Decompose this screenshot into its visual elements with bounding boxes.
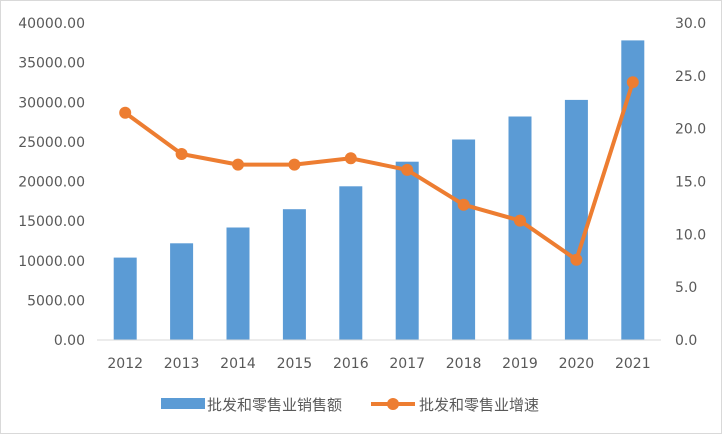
growth-point-2015 bbox=[288, 158, 301, 171]
x-axis-tick-label: 2013 bbox=[164, 356, 200, 372]
left-axis-tick-label: 30000.00 bbox=[18, 95, 85, 111]
right-axis-tick-label: 5.0 bbox=[675, 280, 697, 296]
x-axis-tick-label: 2020 bbox=[559, 356, 595, 372]
right-axis-tick-label: 15.0 bbox=[675, 175, 706, 191]
bar-2021 bbox=[621, 40, 645, 341]
growth-point-2017 bbox=[401, 163, 414, 176]
bar-2020 bbox=[564, 99, 588, 341]
line-layer bbox=[119, 76, 639, 266]
bar-2014 bbox=[226, 227, 250, 340]
growth-point-2016 bbox=[344, 152, 357, 165]
x-axis-tick-label: 2015 bbox=[277, 356, 313, 372]
left-axis-tick-label: 5000.00 bbox=[27, 293, 85, 309]
legend-swatch-growth-marker bbox=[387, 398, 399, 410]
legend-label-sales: 批发和零售业销售额 bbox=[207, 396, 342, 414]
bar-2017 bbox=[395, 161, 419, 340]
right-axis-tick-label: 20.0 bbox=[675, 122, 706, 138]
growth-point-2019 bbox=[514, 214, 526, 227]
right-axis-tick-label: 0.0 bbox=[675, 333, 697, 349]
bar-2015 bbox=[282, 209, 306, 340]
x-axis-tick-label: 2021 bbox=[615, 356, 651, 372]
legend-label-growth: 批发和零售业增速 bbox=[419, 396, 539, 414]
x-axis-tick-label: 2016 bbox=[333, 356, 369, 372]
bar-2016 bbox=[339, 186, 363, 340]
growth-point-2021 bbox=[626, 76, 639, 89]
growth-point-2018 bbox=[457, 198, 470, 211]
growth-point-2020 bbox=[570, 253, 583, 266]
bar-2018 bbox=[452, 139, 476, 340]
bar-2013 bbox=[170, 243, 194, 340]
x-axis-tick-label: 2012 bbox=[107, 356, 143, 372]
left-axis-tick-label: 15000.00 bbox=[18, 214, 85, 230]
left-axis-tick-labels: 0.00 5000.00 10000.00 15000.00 20000.00 25000… bbox=[18, 16, 85, 349]
right-axis-tick-label: 30.0 bbox=[675, 16, 706, 32]
legend: 批发和零售业销售额 批发和零售业增速 bbox=[161, 396, 539, 414]
growth-point-2014 bbox=[232, 158, 244, 171]
growth-point-2012 bbox=[119, 106, 132, 119]
left-axis-tick-label: 35000.00 bbox=[18, 56, 85, 72]
left-axis-tick-label: 0.00 bbox=[54, 333, 85, 349]
right-axis-tick-labels: 0.0 5.0 10.0 15.0 20.0 25.0 30.0 bbox=[675, 16, 706, 349]
growth-line bbox=[124, 81, 635, 262]
x-axis-tick-label: 2018 bbox=[446, 356, 482, 372]
left-axis-tick-label: 40000.00 bbox=[18, 16, 85, 32]
legend-swatch-sales bbox=[161, 398, 205, 409]
bars-layer bbox=[97, 40, 661, 341]
right-axis-tick-label: 25.0 bbox=[675, 69, 706, 85]
bar-2019 bbox=[508, 116, 532, 340]
left-axis-tick-label: 10000.00 bbox=[18, 254, 85, 270]
growth-point-2013 bbox=[175, 148, 188, 160]
bar-2012 bbox=[113, 257, 137, 340]
x-axis-tick-label: 2019 bbox=[502, 356, 538, 372]
x-axis-tick-label: 2017 bbox=[389, 356, 425, 372]
left-axis-tick-label: 20000.00 bbox=[18, 175, 85, 191]
x-axis-tick-label: 2014 bbox=[220, 356, 256, 372]
left-axis-tick-label: 25000.00 bbox=[18, 135, 85, 151]
right-axis-tick-label: 10.0 bbox=[675, 227, 706, 243]
x-axis-tick-labels: 2012 2013 2014 2015 2016 2017 2018 2019 2020 2021 bbox=[107, 356, 650, 372]
